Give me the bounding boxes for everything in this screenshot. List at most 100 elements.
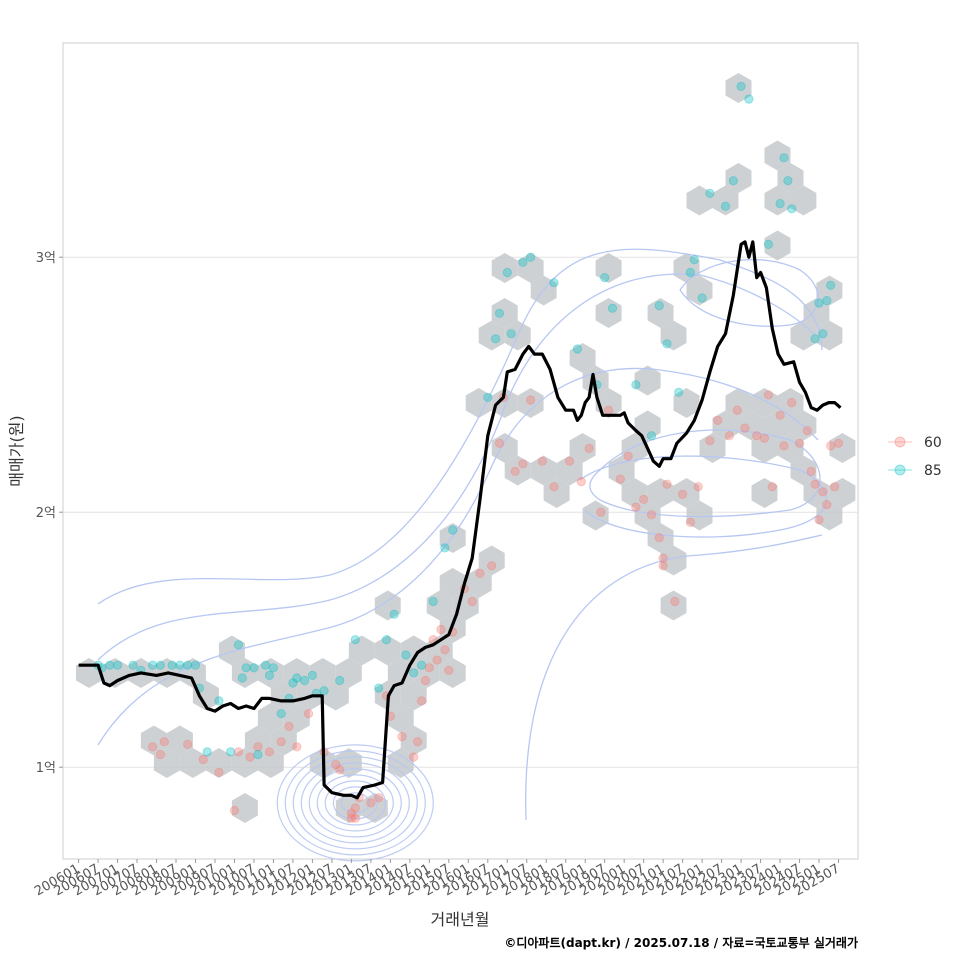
density-contour: [276, 744, 434, 862]
hexbin-cell: [439, 568, 466, 598]
point-series-60: [494, 438, 505, 448]
point-series-85: [428, 596, 438, 607]
point-series-85: [233, 640, 243, 650]
hexbin-cell: [166, 725, 193, 756]
point-series-85: [167, 660, 177, 670]
point-series-60: [759, 433, 770, 443]
point-series-60: [779, 441, 789, 451]
hexbin-cell: [231, 748, 258, 778]
hexbin-cell: [309, 658, 336, 688]
point-series-85: [483, 392, 493, 402]
point-series-60: [775, 410, 785, 420]
hexbin-cell: [673, 388, 700, 418]
hexbin-cell: [608, 455, 635, 486]
hexbin-cell: [660, 545, 687, 576]
point-series-60: [284, 721, 294, 732]
point-series-85: [350, 635, 360, 645]
point-series-85: [175, 660, 185, 670]
density-contour: [97, 367, 819, 746]
hexbin-cell: [647, 478, 674, 508]
legend-key-85: [894, 464, 906, 476]
hexbin-cell: [387, 703, 414, 733]
density-contour: [340, 792, 370, 814]
hexbin-cell: [751, 433, 778, 463]
hexbin-cell: [556, 455, 583, 486]
point-series-85: [292, 673, 302, 683]
hexbin-cell: [777, 163, 804, 193]
hexbin-cell: [322, 680, 349, 711]
point-series-60: [518, 459, 528, 469]
point-series-60: [787, 397, 797, 408]
point-series-60: [732, 405, 742, 415]
hexbin-cell: [153, 748, 180, 778]
point-series-60: [646, 510, 657, 520]
point-series-60: [253, 742, 263, 752]
point-series-85: [763, 239, 774, 249]
hexbin-cell: [790, 455, 817, 486]
point-series-60: [596, 507, 606, 517]
density-contour: [97, 273, 816, 661]
hexbin-cell: [283, 703, 310, 733]
hexbin-cell: [595, 253, 622, 283]
point-series-85: [697, 293, 707, 303]
point-series-60: [724, 431, 735, 441]
density-contour: [316, 774, 394, 832]
hexbin-cell: [686, 500, 713, 531]
hexbin-cell: [790, 320, 817, 351]
point-series-85: [307, 670, 317, 681]
point-series-60: [822, 499, 832, 510]
point-series-60: [631, 502, 641, 512]
hexbin-cell: [634, 365, 661, 396]
point-series-60: [818, 487, 828, 497]
hexbin-cell: [816, 500, 843, 531]
source-caption: ©디아파트(dapt.kr) / 2025.07.18 / 자료=국토교통부 실…: [504, 935, 858, 950]
point-series-85: [249, 663, 259, 673]
point-series-60: [487, 561, 497, 571]
hexbin-cell: [387, 658, 414, 688]
density-contour: [679, 258, 819, 327]
hexbin-cell: [517, 388, 544, 418]
legend-label-60: 60: [924, 435, 942, 451]
point-series-60: [814, 515, 824, 525]
hexbin-cell: [764, 140, 791, 171]
point-series-85: [335, 675, 345, 686]
point-series-60: [245, 752, 255, 762]
point-series-85: [183, 660, 193, 670]
hexbin-cell: [764, 410, 791, 441]
hexbin-cell: [699, 433, 726, 463]
point-series-85: [260, 660, 271, 670]
point-series-85: [654, 300, 664, 311]
point-series-60: [564, 456, 575, 466]
point-series-85: [506, 329, 516, 339]
hexbin-cell: [270, 725, 297, 756]
point-series-60: [677, 489, 688, 499]
hexbin-cell: [400, 725, 427, 756]
hexbin-cell: [179, 658, 206, 688]
point-series-85: [440, 543, 450, 553]
hexbin-cell: [725, 388, 752, 418]
hexbin-cell: [257, 748, 284, 778]
point-series-85: [416, 660, 427, 670]
point-series-85: [549, 278, 559, 288]
point-series-85: [214, 696, 224, 706]
point-series-85: [155, 660, 165, 670]
point-series-60: [432, 655, 442, 665]
point-series-60: [810, 479, 820, 489]
point-series-60: [148, 742, 158, 752]
point-series-60: [525, 395, 536, 405]
legend-label-85: 85: [924, 463, 942, 479]
point-series-85: [288, 678, 298, 688]
hexbin-cell: [478, 320, 505, 351]
density-contour: [292, 756, 418, 850]
hexbin-cell: [829, 478, 856, 508]
point-series-60: [233, 747, 243, 757]
hexbin-cell: [465, 388, 492, 418]
hexbin-cell: [829, 433, 856, 463]
point-series-60: [705, 436, 715, 446]
point-series-60: [740, 423, 750, 433]
hexbin-cell: [231, 658, 258, 688]
hexbin-cell: [283, 658, 310, 688]
hexbin-cell: [725, 163, 752, 193]
point-series-85: [226, 747, 236, 757]
